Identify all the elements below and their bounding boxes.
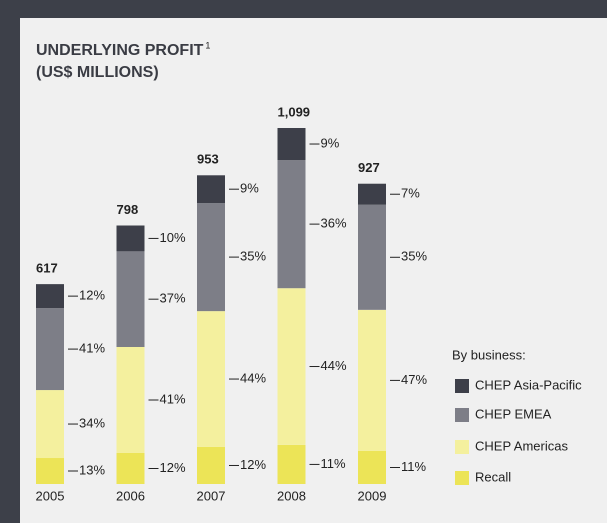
bar-segment (197, 311, 225, 447)
data-label: 11% (401, 459, 426, 474)
total-label: 1,099 (278, 104, 311, 119)
data-label: 12% (240, 457, 266, 472)
x-tick-label: 2009 (358, 488, 387, 503)
data-label: 35% (240, 249, 266, 264)
data-label: 44% (240, 370, 266, 385)
data-label: 11% (321, 456, 346, 471)
bar-segment (277, 160, 306, 289)
total-label: 617 (36, 261, 58, 276)
data-label: 36% (321, 216, 347, 231)
bar-segment (358, 309, 386, 451)
legend-swatch (455, 379, 469, 393)
bar-segment (36, 284, 64, 309)
data-label: 7% (401, 186, 420, 201)
bar-segment (277, 288, 306, 445)
data-label: 34% (79, 415, 105, 430)
x-tick-label: 2005 (36, 488, 65, 503)
bar-segment (116, 346, 145, 453)
bar-segment (36, 390, 64, 459)
chart-title: UNDERLYING PROFIT (36, 42, 204, 59)
data-label: 12% (79, 288, 105, 303)
legend-label: CHEP Asia-Pacific (475, 377, 582, 392)
legend-swatch (455, 471, 469, 485)
bar-segment (197, 175, 225, 204)
data-label: 37% (160, 291, 186, 306)
x-tick-label: 2008 (277, 488, 306, 503)
bar-segment (277, 128, 306, 161)
legend-label: CHEP Americas (475, 438, 568, 453)
data-label: 35% (401, 249, 427, 264)
data-label: 13% (79, 462, 105, 477)
data-label: 47% (401, 372, 427, 387)
x-tick-label: 2007 (197, 488, 226, 503)
x-tick-label: 2006 (116, 488, 145, 503)
bar-segment (197, 446, 225, 484)
data-label: 44% (321, 358, 347, 373)
title-footnote: 1 (205, 40, 210, 50)
bar-segment (358, 204, 386, 310)
bar-segment (116, 251, 145, 347)
legend-swatch (455, 408, 469, 422)
data-label: 9% (240, 181, 259, 196)
total-label: 798 (117, 202, 139, 217)
legend-label: CHEP EMEA (475, 406, 552, 421)
data-label: 9% (321, 135, 340, 150)
bar-segment (36, 458, 64, 484)
bar-segment (116, 452, 145, 484)
data-label: 41% (160, 391, 186, 406)
bar-segment (116, 225, 145, 252)
bar-segment (36, 308, 64, 391)
legend-swatch (455, 440, 469, 454)
bar-segment (358, 183, 386, 205)
bar-segment (277, 444, 306, 484)
bar-segment (358, 450, 386, 484)
total-label: 953 (197, 152, 219, 167)
legend-label: Recall (475, 469, 511, 484)
legend-title: By business: (452, 347, 526, 362)
chart-subtitle: (US$ MILLIONS) (36, 64, 159, 81)
data-label: 41% (79, 341, 105, 356)
data-label: 12% (160, 460, 186, 475)
bar-segment (197, 203, 225, 312)
data-label: 10% (160, 230, 186, 245)
total-label: 927 (358, 160, 380, 175)
